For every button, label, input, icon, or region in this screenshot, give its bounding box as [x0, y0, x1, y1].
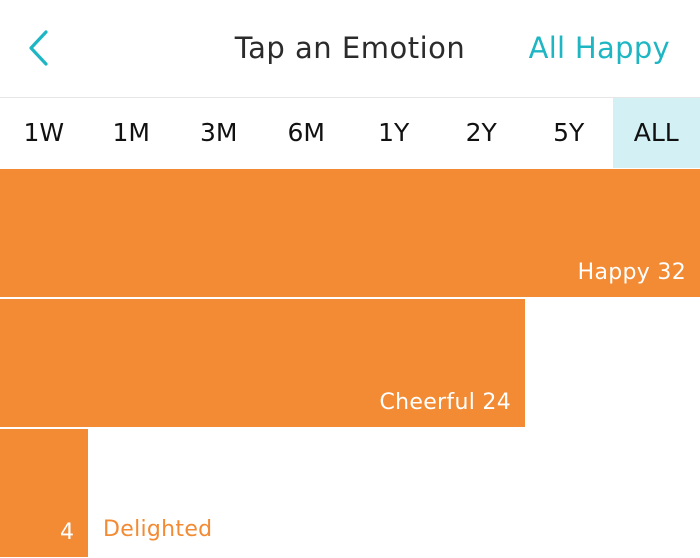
emotion-bar-outside-label: Delighted: [103, 517, 213, 542]
navigation-bar: Tap an Emotion All Happy: [0, 0, 700, 98]
emotion-bar-label: Cheerful 24: [379, 390, 511, 415]
range-3m[interactable]: 3M: [200, 118, 238, 147]
emotion-bar-chart: Happy 32 Cheerful 24 4 Delighted: [0, 169, 700, 558]
range-5y[interactable]: 5Y: [553, 118, 585, 147]
chevron-left-icon: [29, 30, 48, 66]
back-button[interactable]: [22, 26, 58, 70]
range-1w[interactable]: 1W: [23, 118, 65, 147]
time-range-selector: 1W 1M 3M 6M 1Y 2Y 5Y ALL: [0, 98, 700, 168]
range-1m[interactable]: 1M: [112, 118, 150, 147]
emotion-bar-delighted[interactable]: 4: [0, 429, 88, 557]
emotion-bar-count: 4: [60, 520, 74, 545]
all-happy-button[interactable]: All Happy: [528, 31, 670, 65]
range-2y[interactable]: 2Y: [465, 118, 497, 147]
range-all[interactable]: ALL: [612, 98, 700, 168]
emotion-bar-cheerful[interactable]: Cheerful 24: [0, 299, 525, 427]
emotion-bar-label: Happy 32: [577, 260, 686, 285]
emotion-bar-happy[interactable]: Happy 32: [0, 169, 700, 297]
range-1y[interactable]: 1Y: [378, 118, 410, 147]
range-6m[interactable]: 6M: [287, 118, 325, 147]
